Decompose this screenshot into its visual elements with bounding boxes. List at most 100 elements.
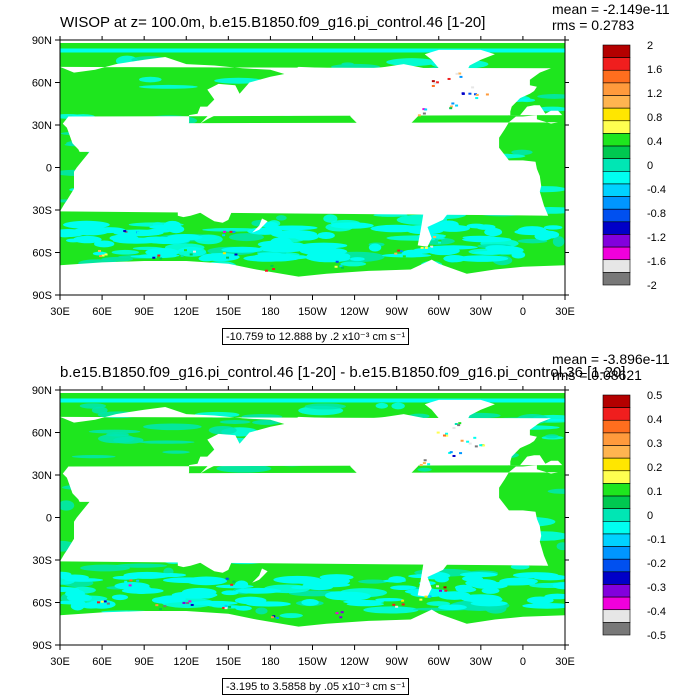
field-speckle <box>180 254 184 257</box>
field-speckle <box>427 463 431 466</box>
field-speckle <box>101 254 105 257</box>
colorbar-swatch <box>602 145 631 159</box>
field-patch <box>215 584 254 589</box>
field-speckle <box>24 81 27 83</box>
field-patch <box>350 257 365 262</box>
field-speckle <box>436 585 440 588</box>
field-speckle <box>424 595 428 598</box>
field-patch <box>370 224 422 233</box>
field-speckle <box>394 252 398 255</box>
field-patch <box>113 436 144 444</box>
field-patch <box>221 246 264 253</box>
field-speckle <box>430 245 434 248</box>
field-patch <box>234 596 267 605</box>
field-speckle <box>419 464 423 467</box>
field-patch <box>60 398 565 403</box>
field-patch <box>114 582 150 590</box>
field-patch <box>291 585 309 590</box>
colorbar-label: 2 <box>647 40 653 52</box>
field-speckle <box>449 107 453 110</box>
field-patch <box>284 255 309 260</box>
colorbar-swatch <box>602 546 631 560</box>
y-tick-label: 60N <box>32 78 52 90</box>
field-speckle <box>471 86 475 89</box>
colorbar-label: -1.2 <box>647 232 666 244</box>
land-madagascar <box>79 534 89 553</box>
x-tick-label: 30E <box>555 656 575 668</box>
land-uk <box>10 435 21 446</box>
colorbar-swatch <box>602 445 631 459</box>
land-madagascar <box>79 184 89 203</box>
field-patch <box>386 58 438 67</box>
field-patch <box>460 594 502 603</box>
field-patch <box>143 423 202 431</box>
field-patch <box>63 220 110 229</box>
field-speckle <box>458 72 462 75</box>
field-speckle <box>482 444 486 447</box>
field-speckle <box>433 236 437 239</box>
map-field <box>10 390 565 645</box>
field-patch <box>202 228 262 232</box>
field-speckle <box>37 416 40 418</box>
field-speckle <box>395 605 399 608</box>
colorbar-swatch <box>602 208 631 223</box>
field-speckle <box>106 602 110 605</box>
field-patch <box>390 585 417 591</box>
colorbar-swatch <box>602 246 631 261</box>
field-patch <box>368 243 382 252</box>
colorbar-swatch <box>602 120 631 134</box>
colorbar-label: 1.6 <box>647 64 662 76</box>
field-speckle <box>340 266 344 269</box>
field-speckle <box>100 600 104 603</box>
field-patch <box>185 576 228 586</box>
field-patch <box>324 591 354 600</box>
colorbar-swatch <box>602 508 631 522</box>
rms-stat: rms = 0.2783 <box>552 17 635 33</box>
field-patch <box>294 232 319 241</box>
field-speckle <box>183 249 187 252</box>
field-patch <box>537 603 553 608</box>
field-patch <box>72 235 102 244</box>
colorbar-label: -0.1 <box>647 534 666 546</box>
field-patch <box>552 236 565 247</box>
colorbar-swatch <box>602 259 631 273</box>
field-speckle <box>222 252 226 255</box>
field-speckle <box>419 598 423 601</box>
field-patch <box>388 576 406 583</box>
field-speckle <box>459 75 463 78</box>
x-tick-label: 0 <box>520 306 526 318</box>
field-patch <box>235 587 281 594</box>
field-speckle <box>129 579 133 582</box>
field-speckle <box>189 253 193 256</box>
colorbar-swatch <box>602 483 631 497</box>
field-speckle <box>438 239 442 242</box>
field-patch <box>454 584 473 591</box>
field-speckle <box>26 236 29 238</box>
colorbar: 2 1.6 1.2 0.8 0.4 0 -0.4 -0.8 -1.2 -1.6 -2 <box>602 40 666 292</box>
colorbar-swatch <box>602 158 631 172</box>
field-patch <box>417 467 432 472</box>
field-speckle <box>163 606 167 609</box>
colorbar-swatch <box>602 107 631 122</box>
field-patch <box>162 450 190 454</box>
field-speckle <box>38 70 41 72</box>
field-patch <box>481 587 500 594</box>
field-patch <box>547 488 565 494</box>
land-antarctica <box>60 609 565 645</box>
field-speckle <box>33 240 36 242</box>
x-tick-label: 30E <box>555 306 575 318</box>
field-patch <box>60 229 86 237</box>
field-patch <box>247 227 283 235</box>
contour-range-label: -3.195 to 3.5858 by .05 x10⁻³ cm s⁻¹ <box>222 678 410 695</box>
field-speckle <box>27 591 30 593</box>
field-speckle <box>224 604 228 607</box>
field-speckle <box>226 256 230 259</box>
field-patch <box>487 245 524 255</box>
colorbar-swatch <box>602 596 631 611</box>
field-speckle <box>448 451 452 454</box>
field-speckle <box>190 603 194 606</box>
map-plot: 30E 60E 90E 120E 150E 180 150W 120W 90W 60W 30W 0 30… <box>10 385 666 668</box>
field-patch <box>71 454 116 459</box>
field-speckle <box>461 92 465 95</box>
field-speckle <box>444 589 448 592</box>
